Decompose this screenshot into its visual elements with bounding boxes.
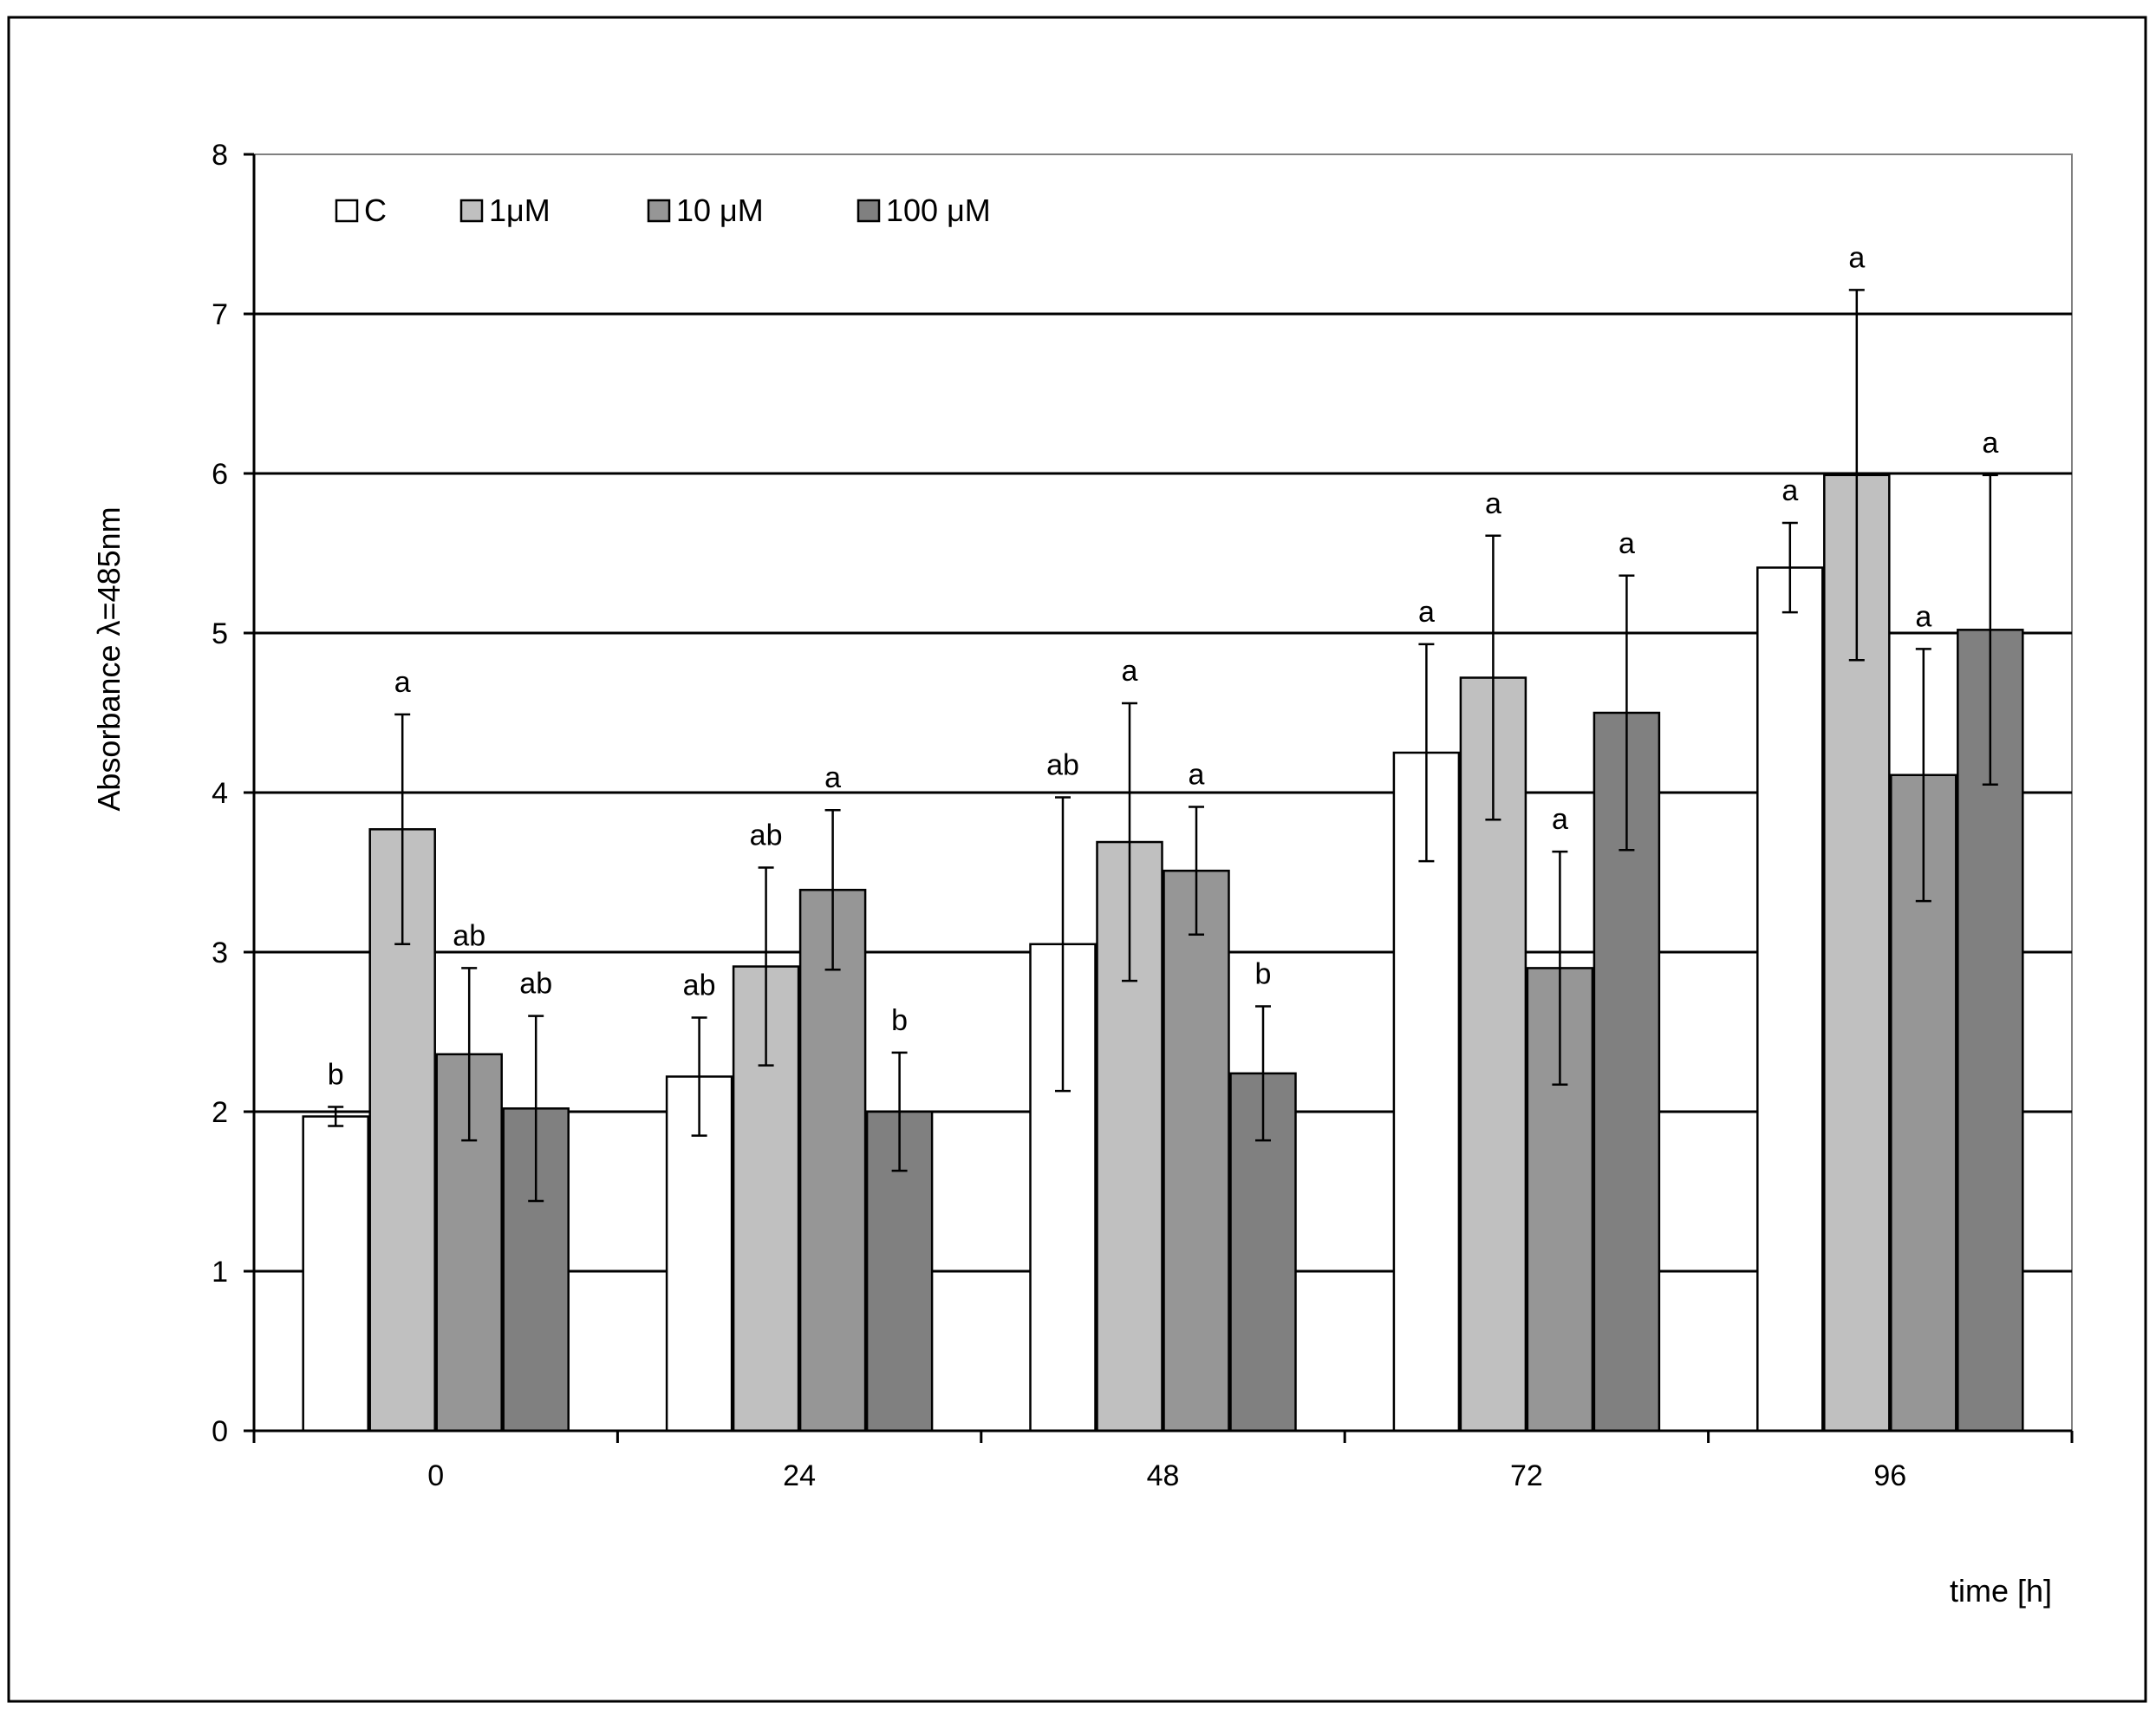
significance-label-2-3: a xyxy=(1552,803,1568,836)
significance-label-1-0: a xyxy=(394,666,411,699)
legend-swatch-1 xyxy=(459,199,484,223)
x-tick-label-96: 96 xyxy=(1873,1459,1906,1492)
legend-label-3: 100 μM xyxy=(886,193,991,228)
y-tick-label-2: 2 xyxy=(212,1096,228,1129)
error-bars xyxy=(328,289,1998,1203)
significance-label-1-1: ab xyxy=(750,819,783,852)
x-tick-label-0: 0 xyxy=(427,1459,444,1492)
bar-2-2 xyxy=(1163,869,1230,1433)
bar-0-0 xyxy=(302,1115,369,1433)
significance-label-2-2: a xyxy=(1189,759,1205,792)
significance-label-1-4: a xyxy=(1848,241,1865,274)
significance-label-0-0: b xyxy=(328,1058,344,1091)
axes: 0 1 2 3 4 5 6 7 8 0 24 48 72 96 xyxy=(212,139,2074,1492)
significance-label-0-3: a xyxy=(1418,596,1435,629)
x-tick-label-72: 72 xyxy=(1510,1459,1543,1492)
x-tick-label-48: 48 xyxy=(1147,1459,1180,1492)
legend-swatch-0 xyxy=(335,199,359,223)
significance-label-2-1: a xyxy=(824,761,841,794)
legend-label-2: 10 μM xyxy=(676,193,764,228)
significance-label-3-3: a xyxy=(1619,527,1635,560)
significance-label-2-4: a xyxy=(1915,600,1931,633)
legend-label-0: C xyxy=(364,193,387,228)
legend-swatch-3 xyxy=(857,199,881,223)
significance-label-0-4: a xyxy=(1781,474,1798,507)
y-axis-title: Absorbance λ=485nm xyxy=(91,506,127,811)
y-tick-label-8: 8 xyxy=(212,139,228,172)
significance-label-3-4: a xyxy=(1982,427,1998,460)
significance-labels: b ab ab a a a ab a a a ab a a a a ab b b a a xyxy=(328,241,1999,1091)
x-axis-title: time [h] xyxy=(1950,1573,2052,1609)
significance-label-1-2: a xyxy=(1122,655,1138,688)
significance-label-1-3: a xyxy=(1485,487,1501,520)
legend: C 1μM 10 μM 100 μM xyxy=(335,193,991,228)
x-tick-label-24: 24 xyxy=(783,1459,816,1492)
y-tick-label-4: 4 xyxy=(212,777,228,810)
bar-1-0 xyxy=(368,828,436,1433)
significance-label-2-0: ab xyxy=(453,919,485,952)
y-tick-label-6: 6 xyxy=(212,458,228,491)
y-tick-label-7: 7 xyxy=(212,298,228,331)
significance-label-3-0: ab xyxy=(519,968,552,1001)
legend-label-1: 1μM xyxy=(489,193,550,228)
significance-label-0-1: ab xyxy=(683,969,716,1002)
significance-label-3-1: b xyxy=(891,1004,908,1037)
bar-0-3 xyxy=(1392,751,1461,1433)
bar-0-4 xyxy=(1756,566,1824,1433)
y-tick-label-1: 1 xyxy=(212,1256,228,1289)
bar-2-1 xyxy=(798,888,867,1433)
y-tick-label-0: 0 xyxy=(212,1415,228,1448)
significance-label-0-2: ab xyxy=(1046,749,1079,782)
legend-swatch-2 xyxy=(647,199,671,223)
y-tick-label-3: 3 xyxy=(212,937,228,969)
significance-label-3-2: b xyxy=(1255,958,1272,991)
y-tick-label-5: 5 xyxy=(212,617,228,650)
